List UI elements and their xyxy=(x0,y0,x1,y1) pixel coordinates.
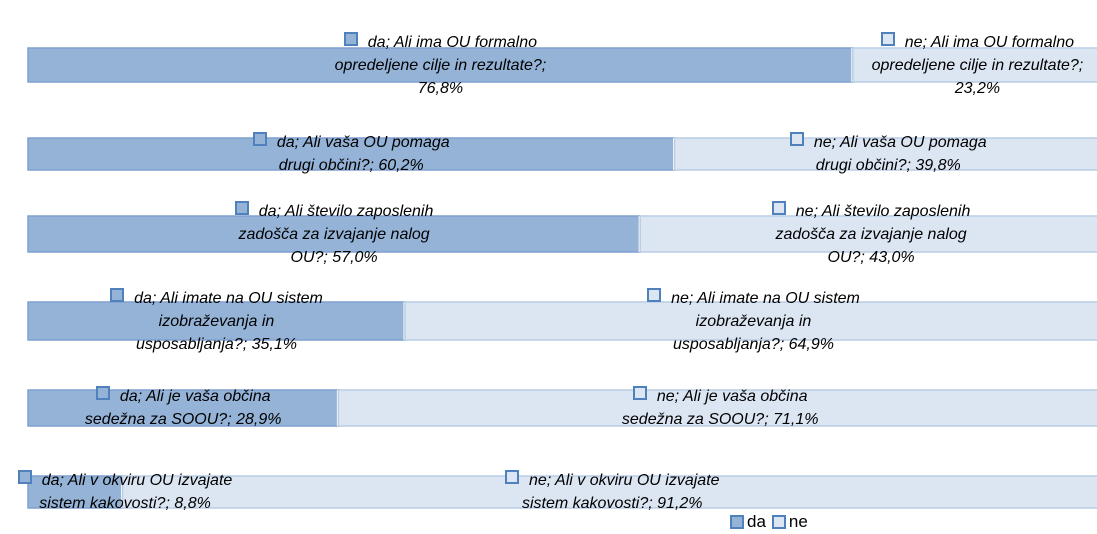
label-marker xyxy=(17,470,32,484)
bar-segment xyxy=(27,47,854,83)
label-marker xyxy=(110,287,125,302)
label-marker xyxy=(343,31,358,46)
data-label: da; Ali v okviru OU izvajate sistem kako… xyxy=(10,469,240,515)
label-text: ne; Ali je vaša občina sedežna za SOOU?;… xyxy=(621,388,819,428)
data-label: da; Ali imate na OU sistem izobraževanja… xyxy=(101,287,331,356)
data-label: ne; Ali ima OU formalno opredeljene cilj… xyxy=(862,31,1092,100)
label-marker xyxy=(789,132,804,146)
bar-segment xyxy=(121,475,1097,509)
data-label: ne; Ali imate na OU sistem izobraževanja… xyxy=(638,287,868,356)
label-text: ne; Ali v okviru OU izvajate sistem kako… xyxy=(521,472,720,512)
bar-segment xyxy=(337,389,1097,427)
data-label: ne; Ali vaša OU pomaga drugi občini?; 39… xyxy=(773,131,1003,177)
label-marker xyxy=(632,386,647,400)
label-marker xyxy=(504,470,519,484)
data-label: da; Ali število zaposlenih zadošča za iz… xyxy=(219,200,449,269)
bar-segment xyxy=(27,137,676,171)
data-label: ne; Ali v okviru OU izvajate sistem kako… xyxy=(497,469,727,515)
data-label: ne; Ali število zaposlenih zadošča za iz… xyxy=(756,200,986,269)
bar-segment xyxy=(673,137,1097,171)
label-text: da; Ali število zaposlenih zadošča za iz… xyxy=(238,202,434,266)
label-marker xyxy=(880,31,895,46)
data-label: ne; Ali je vaša občina sedežna za SOOU?;… xyxy=(605,385,835,431)
legend-label: ne xyxy=(788,512,808,531)
label-text: ne; Ali ima OU formalno opredeljene cilj… xyxy=(871,33,1084,97)
bar-segment xyxy=(639,215,1097,253)
legend: da ne xyxy=(724,512,808,532)
label-text: ne; Ali imate na OU sistem izobraževanja… xyxy=(671,289,860,353)
data-label: da; Ali vaša OU pomaga drugi občini?; 60… xyxy=(236,131,466,177)
label-marker xyxy=(252,132,267,146)
label-text: ne; Ali število zaposlenih zadošča za iz… xyxy=(775,202,971,266)
label-text: da; Ali je vaša občina sedežna za SOOU?;… xyxy=(84,388,282,428)
label-marker xyxy=(647,287,662,302)
bar-segment xyxy=(404,301,1097,341)
bar-segment xyxy=(27,475,124,509)
label-text: da; Ali imate na OU sistem izobraževanja… xyxy=(134,289,323,353)
data-label: da; Ali ima OU formalno opredeljene cilj… xyxy=(325,31,555,100)
label-marker xyxy=(95,386,110,400)
label-marker xyxy=(234,200,249,215)
legend-swatch xyxy=(730,515,744,529)
label-marker xyxy=(771,200,786,215)
label-text: da; Ali vaša OU pomaga drugi občini?; 60… xyxy=(276,134,450,174)
legend-label: da xyxy=(747,512,766,531)
bar-segment xyxy=(27,301,406,341)
label-text: da; Ali ima OU formalno opredeljene cilj… xyxy=(334,33,547,97)
label-text: ne; Ali vaša OU pomaga drugi občini?; 39… xyxy=(813,134,987,174)
bar-segment xyxy=(852,47,1097,83)
label-text: da; Ali v okviru OU izvajate sistem kako… xyxy=(39,472,233,512)
bar-segment xyxy=(27,215,641,253)
data-label: da; Ali je vaša občina sedežna za SOOU?;… xyxy=(68,385,298,431)
legend-swatch xyxy=(771,515,786,529)
